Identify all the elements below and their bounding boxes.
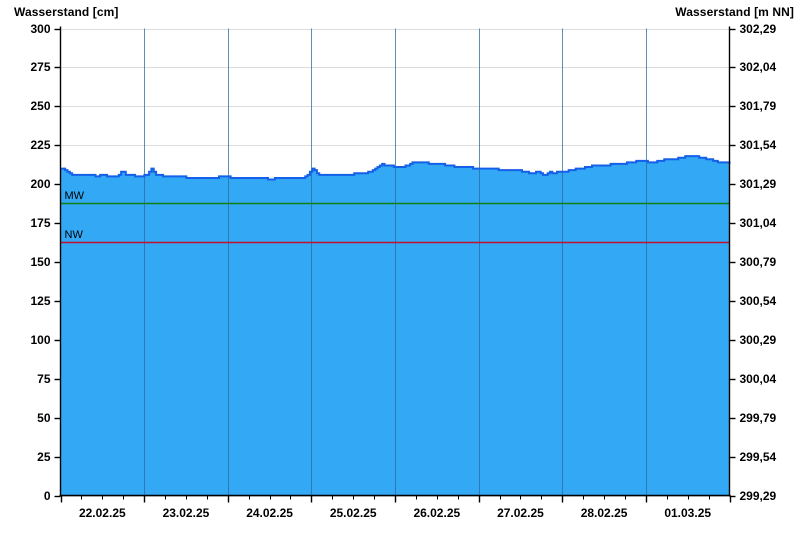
x-tick-label: 28.02.25 [580, 505, 628, 520]
y-tick-label-right: 301,29 [739, 176, 777, 191]
x-tick-label: 26.02.25 [413, 505, 461, 520]
y-tick-label-left: 250 [30, 98, 51, 113]
y-tick-label-left: 0 [43, 488, 51, 503]
x-tick-label: 25.02.25 [329, 505, 377, 520]
x-tick-label: 24.02.25 [246, 505, 293, 520]
y-tick-label-right: 300,04 [739, 371, 777, 386]
x-tick-label: 27.02.25 [497, 505, 544, 520]
reference-label-mw: MW [64, 189, 85, 202]
y-tick-label-left: 75 [37, 371, 51, 386]
y-tick-label-left: 175 [30, 215, 51, 230]
y-tick-label-right: 300,79 [739, 254, 777, 269]
y-tick-label-right: 299,54 [739, 449, 777, 464]
water-level-line [60, 155, 731, 181]
right-axis-title: Wasserstand [m NN] [675, 5, 794, 19]
x-tick-label: 23.02.25 [162, 505, 210, 520]
y-tick-label-right: 299,29 [739, 488, 777, 503]
y-tick-label-right: 300,29 [739, 332, 777, 347]
x-tick-label: 01.03.25 [664, 505, 712, 520]
y-tick-label-left: 275 [30, 59, 51, 74]
left-axis-title: Wasserstand [cm] [14, 5, 119, 19]
x-tick-label: 22.02.25 [78, 505, 126, 520]
y-tick-label-right: 299,79 [739, 410, 777, 425]
y-tick-label-left: 300 [30, 21, 51, 36]
y-tick-label-right: 301,54 [739, 137, 777, 152]
y-tick-label-left: 100 [30, 332, 51, 347]
y-tick-label-left: 225 [30, 137, 51, 152]
y-tick-label-left: 125 [30, 293, 51, 308]
y-tick-label-left: 150 [30, 254, 51, 269]
y-tick-label-right: 302,29 [739, 21, 777, 36]
y-tick-label-right: 301,79 [739, 98, 777, 113]
y-tick-label-right: 302,04 [739, 59, 777, 74]
y-tick-label-left: 200 [30, 176, 51, 191]
y-tick-label-left: 50 [37, 410, 51, 425]
reference-label-nw: NW [64, 228, 83, 241]
y-tick-label-left: 25 [37, 449, 51, 464]
day-gridlines [144, 28, 647, 496]
y-tick-label-right: 301,04 [739, 215, 777, 230]
y-tick-label-right: 300,54 [739, 293, 777, 308]
